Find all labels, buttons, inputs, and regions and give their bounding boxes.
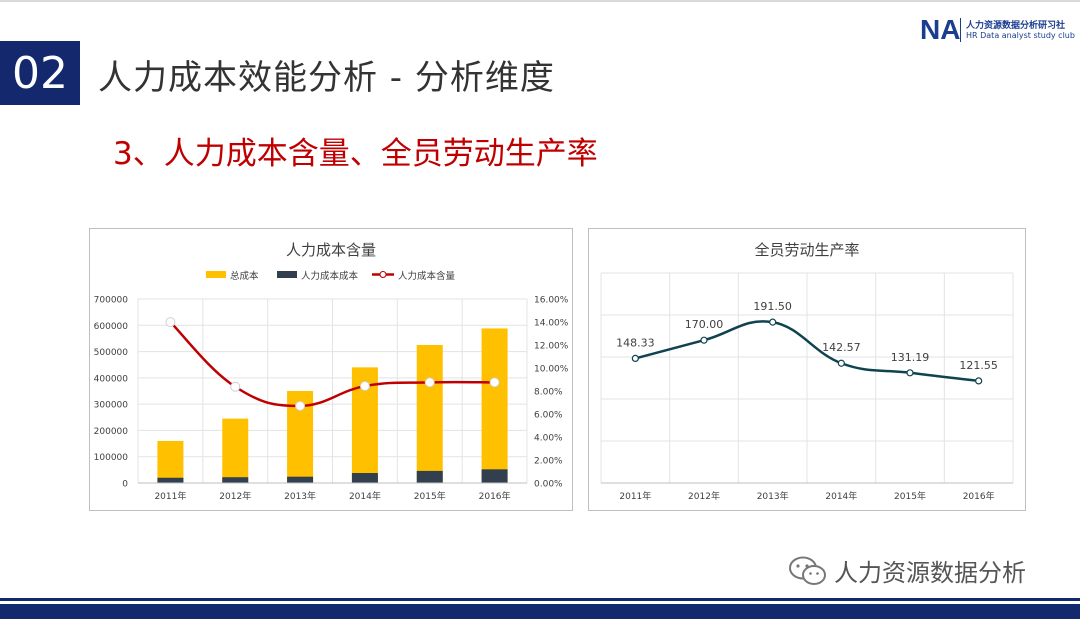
productivity-point: [837, 359, 845, 367]
hr-cost-ratio-chart-panel: 人力成本含量 总成本 人力成本成本 人力成本含量 0 100000 200000 3000…: [89, 228, 573, 511]
x-tick-label: 2012年: [688, 490, 720, 502]
bar-hr-cost: [287, 476, 314, 483]
x-tick-label: 2012年: [219, 490, 251, 502]
productivity-data-label: 142.57: [822, 341, 861, 354]
productivity-point: [975, 377, 983, 385]
y-right-tick-label: 8.00%: [534, 388, 563, 398]
legend-swatch-0: [206, 271, 226, 278]
logo-chinese-name: 人力资源数据分析研习社: [966, 21, 1066, 31]
productivity-point: [631, 354, 639, 363]
chart1-gridlines: [137, 298, 528, 483]
productivity-point: [906, 369, 914, 377]
legend-label-2: 人力成本含量: [398, 270, 456, 282]
y-left-tick-label: 400000: [94, 374, 129, 384]
footer-thin-bar: [0, 598, 1080, 601]
chart1-axes: 0 100000 200000 300000 400000 500000 600000 700…: [94, 296, 569, 503]
bar-total-cost: [481, 328, 508, 483]
chart2-productivity-line: 148.33 170.00 191.50 142.57 131.19 121.55: [616, 300, 998, 385]
y-left-tick-label: 200000: [94, 427, 129, 437]
bar-hr-cost: [222, 477, 249, 483]
y-right-tick-label: 4.00%: [534, 434, 563, 444]
legend-label-1: 人力成本成本: [301, 270, 359, 282]
productivity-point: [700, 336, 708, 344]
section-subtitle: 3、人力成本含量、全员劳动生产率: [113, 136, 598, 172]
section-number: 02: [12, 47, 68, 99]
ratio-point: [295, 400, 306, 411]
logo-divider: [960, 18, 961, 42]
y-right-tick-label: 2.00%: [534, 457, 563, 467]
chart2-title: 全员劳动生产率: [754, 241, 859, 259]
hr-cost-ratio-chart: 人力成本含量 总成本 人力成本成本 人力成本含量 0 100000 200000 3000…: [94, 241, 569, 503]
y-right-tick-label: 12.00%: [534, 342, 569, 352]
x-tick-label: 2013年: [757, 490, 789, 502]
logo-english-name: HR Data analyst study club: [966, 31, 1075, 40]
productivity-data-label: 148.33: [616, 336, 655, 349]
footer-thick-bar: [0, 604, 1080, 619]
ratio-line-path: [169, 321, 495, 408]
bar-total-cost: [222, 418, 249, 483]
wechat-watermark: 人力资源数据分析: [788, 553, 1026, 588]
productivity-data-label: 131.19: [891, 351, 930, 364]
y-right-tick-label: 0.00%: [534, 480, 563, 490]
productivity-data-label: 191.50: [753, 300, 792, 313]
x-tick-label: 2014年: [349, 490, 381, 502]
page-title: 人力成本效能分析 - 分析维度: [98, 58, 555, 98]
ratio-point: [165, 317, 176, 328]
y-left-tick-label: 0: [122, 480, 128, 490]
y-left-tick-label: 100000: [94, 453, 129, 463]
ratio-point: [489, 377, 500, 388]
chart1-legend: 总成本 人力成本成本 人力成本含量: [206, 270, 456, 282]
x-tick-label: 2016年: [963, 490, 995, 502]
watermark-text: 人力资源数据分析: [834, 559, 1026, 587]
club-logo: NA 人力资源数据分析研习社 HR Data analyst study clu…: [920, 14, 1075, 50]
x-tick-label: 2015年: [894, 490, 926, 502]
productivity-data-label: 121.55: [959, 359, 998, 372]
y-left-tick-label: 600000: [94, 322, 129, 332]
bar-hr-cost: [351, 473, 378, 483]
productivity-chart-panel: 全员劳动生产率 148.33 170.00 191.50 142.57 131.19 12…: [588, 228, 1026, 511]
productivity-line-path: [635, 320, 979, 383]
chart1-ratio-line: [165, 317, 500, 411]
productivity-chart: 全员劳动生产率 148.33 170.00 191.50 142.57 131.19 12…: [600, 241, 1014, 502]
chart1-title: 人力成本含量: [286, 241, 376, 259]
y-right-tick-label: 10.00%: [534, 365, 569, 375]
x-tick-label: 2011年: [154, 490, 186, 502]
ratio-point: [359, 381, 370, 392]
y-right-tick-label: 16.00%: [534, 296, 569, 306]
legend-swatch-1: [277, 271, 297, 278]
y-left-tick-label: 500000: [94, 348, 129, 358]
chart2-axes: 2011年 2012年 2013年 2014年 2015年 2016年: [601, 482, 1013, 502]
y-left-tick-label: 700000: [94, 296, 129, 306]
ratio-point: [424, 377, 435, 388]
x-tick-label: 2014年: [825, 490, 857, 502]
y-right-tick-label: 14.00%: [534, 319, 569, 329]
section-number-badge: 02: [0, 41, 80, 105]
x-tick-label: 2015年: [414, 490, 446, 502]
y-right-tick-label: 6.00%: [534, 411, 563, 421]
bar-hr-cost: [157, 477, 184, 483]
x-tick-label: 2011年: [619, 490, 651, 502]
x-tick-label: 2016年: [479, 490, 511, 502]
bar-total-cost: [157, 440, 184, 483]
y-left-tick-label: 300000: [94, 401, 129, 411]
legend-marker-2: [379, 271, 387, 278]
bar-hr-cost: [416, 470, 443, 483]
productivity-point: [769, 318, 777, 326]
wechat-icon: [789, 556, 826, 585]
top-divider: [0, 0, 1080, 2]
productivity-data-label: 170.00: [685, 318, 724, 331]
bar-total-cost: [416, 345, 443, 483]
ratio-point: [230, 381, 241, 392]
legend-label-0: 总成本: [230, 270, 259, 282]
x-tick-label: 2013年: [284, 490, 316, 502]
logo-mark: NA: [920, 14, 961, 45]
bar-hr-cost: [481, 469, 508, 483]
